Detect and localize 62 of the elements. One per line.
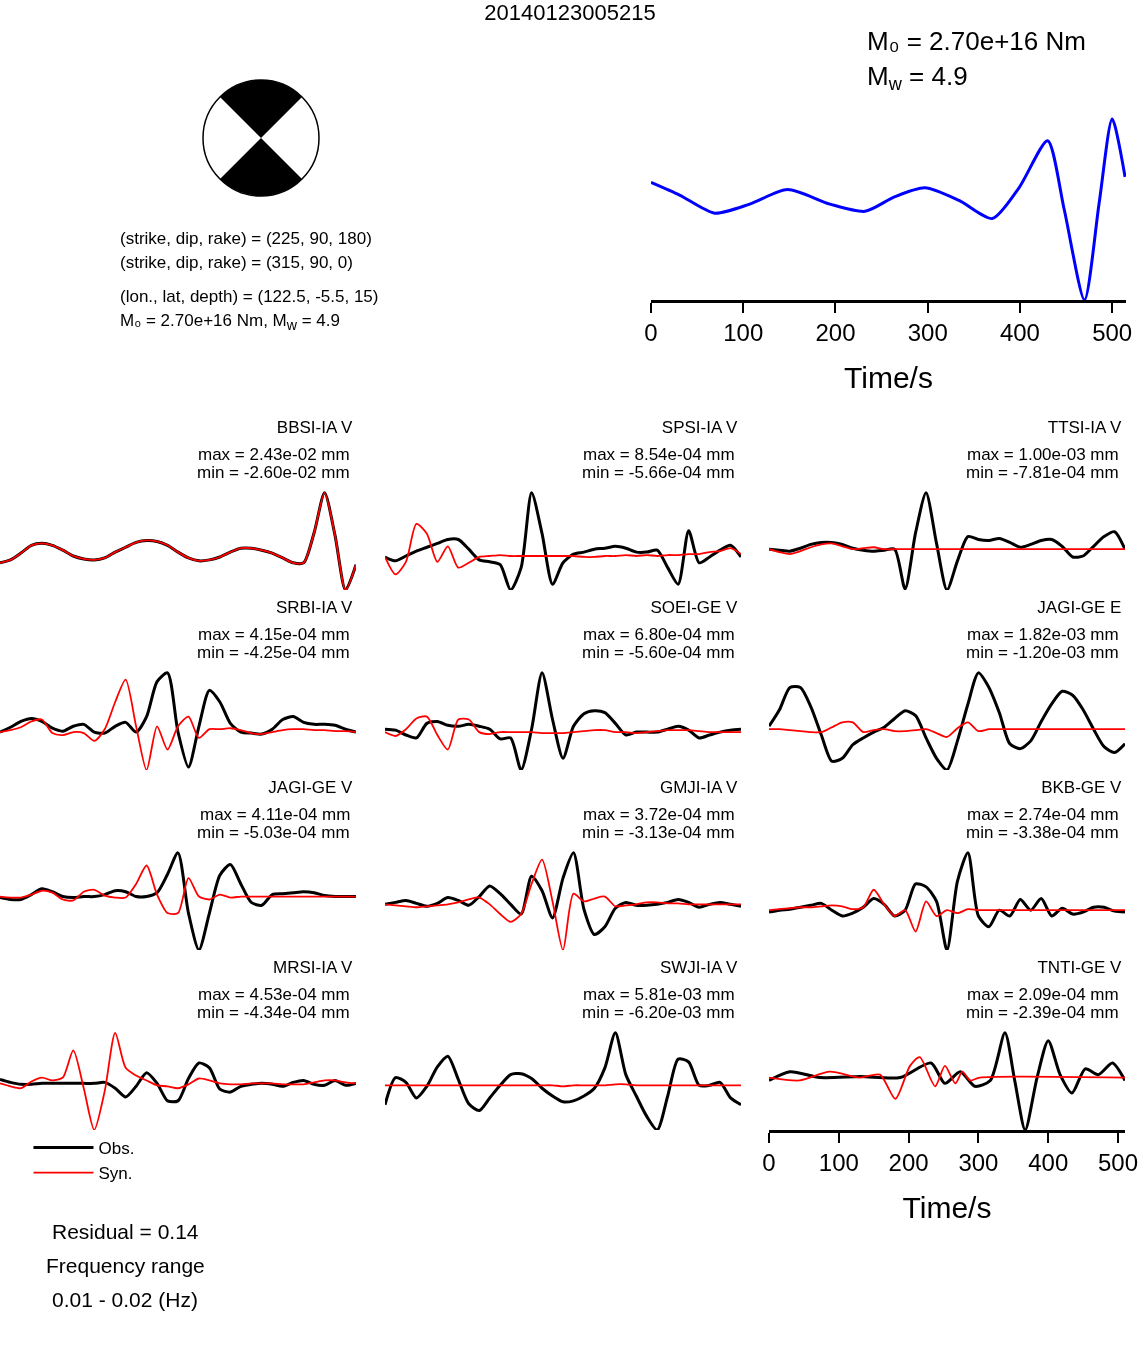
x-tick-label: 300 bbox=[958, 1149, 999, 1177]
text: (strike, dip, rake) = (315, 90, 0) bbox=[120, 253, 353, 273]
text: Frequency range bbox=[46, 1254, 205, 1277]
text: M₀ = 2.70e+16 Nm bbox=[867, 26, 1086, 56]
chart-title: MRSI-IA V bbox=[273, 957, 354, 977]
chart-title: SPSI-IA V bbox=[661, 417, 739, 437]
text: max = 1.82e-03 mm bbox=[967, 625, 1119, 644]
x-tick-label: 400 bbox=[1028, 1149, 1069, 1177]
text: max = 2.74e-04 mm bbox=[967, 805, 1119, 824]
chart-title: BKB-GE V bbox=[1041, 777, 1123, 797]
text: min = -5.03e-04 mm bbox=[197, 823, 350, 842]
text: min = -3.38e-04 mm bbox=[966, 823, 1119, 842]
text: min = -5.66e-04 mm bbox=[582, 463, 735, 482]
text: M$_{w}$ = 4.9 bbox=[867, 61, 968, 95]
chart-title: TTSI-IA V bbox=[1047, 417, 1123, 437]
text: max = 4.11e-04 mm bbox=[200, 805, 351, 824]
text: M₀ = 2.70e+16 Nm, M$_{w}$ = 4.9 bbox=[120, 311, 340, 336]
text: min = -2.39e-04 mm bbox=[966, 1003, 1119, 1022]
chart-title: SRBI-IA V bbox=[275, 597, 354, 617]
text: min = -4.25e-04 mm bbox=[197, 643, 350, 662]
x-tick-label: 0 bbox=[644, 319, 658, 347]
chart-title: JAGI-GE V bbox=[268, 777, 354, 797]
text: 0.01 - 0.02 (Hz) bbox=[52, 1288, 198, 1311]
text: 20140123005215 bbox=[483, 0, 657, 26]
text: min = -4.34e-04 mm bbox=[197, 1003, 350, 1022]
legend-label: Syn. bbox=[98, 1164, 133, 1184]
text: max = 8.54e-04 mm bbox=[583, 445, 735, 464]
x-tick-label: 500 bbox=[1092, 319, 1133, 347]
x-tick-label: 0 bbox=[762, 1149, 776, 1177]
chart-title: TNTI-GE V bbox=[1037, 957, 1123, 977]
chart-title: SWJI-IA V bbox=[659, 957, 739, 977]
x-axis-title: Time/s bbox=[902, 1191, 992, 1225]
x-tick-label: 100 bbox=[723, 319, 764, 347]
chart-title: SOEI-GE V bbox=[650, 597, 739, 617]
x-tick-label: 200 bbox=[815, 319, 856, 347]
text: (strike, dip, rake) = (225, 90, 180) bbox=[120, 229, 372, 249]
x-tick-label: 100 bbox=[818, 1149, 859, 1177]
x-tick-label: 500 bbox=[1098, 1149, 1139, 1177]
x-tick-label: 400 bbox=[999, 319, 1040, 347]
text: min = -5.60e-04 mm bbox=[582, 643, 735, 662]
text: min = -3.13e-04 mm bbox=[582, 823, 735, 842]
x-tick-label: 300 bbox=[907, 319, 948, 347]
text: min = -2.60e-02 mm bbox=[197, 463, 350, 482]
text: max = 4.15e-04 mm bbox=[198, 625, 350, 644]
text: max = 5.81e-03 mm bbox=[583, 985, 735, 1004]
text: max = 2.09e-04 mm bbox=[967, 985, 1119, 1004]
text: max = 6.80e-04 mm bbox=[583, 625, 735, 644]
text: min = -6.20e-03 mm bbox=[582, 1003, 735, 1022]
text: max = 4.53e-04 mm bbox=[198, 985, 350, 1004]
text: max = 2.43e-02 mm bbox=[198, 445, 350, 464]
text: (lon., lat, depth) = (122.5, -5.5, 15) bbox=[120, 287, 379, 307]
text: max = 3.72e-04 mm bbox=[583, 805, 735, 824]
text: min = -1.20e-03 mm bbox=[966, 643, 1119, 662]
text: Residual = 0.14 bbox=[52, 1220, 199, 1243]
chart-title: GMJI-IA V bbox=[659, 777, 739, 797]
text: max = 1.00e-03 mm bbox=[967, 445, 1119, 464]
text: min = -7.81e-04 mm bbox=[966, 463, 1119, 482]
x-axis-title: Time/s bbox=[844, 361, 933, 395]
chart-title: BBSI-IA V bbox=[276, 417, 354, 437]
chart-title: JAGI-GE E bbox=[1037, 597, 1122, 617]
x-tick-label: 200 bbox=[888, 1149, 929, 1177]
legend-label: Obs. bbox=[98, 1139, 135, 1159]
